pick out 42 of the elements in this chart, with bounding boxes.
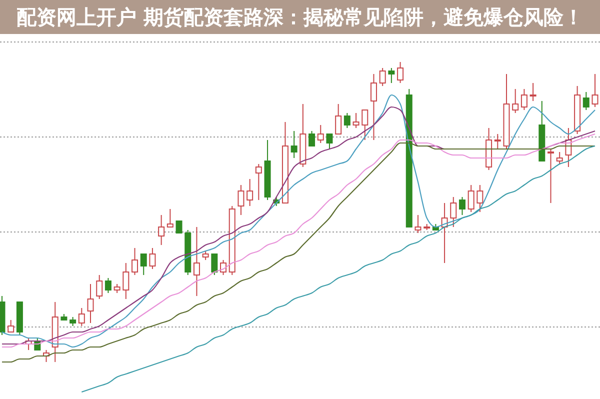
candlestick [308,130,316,146]
candlestick [362,110,368,140]
candlestick [450,196,457,228]
candlestick [379,68,386,86]
candlestick [520,88,528,110]
candlestick [211,254,218,276]
candlestick [468,184,474,212]
candlestick [158,214,165,246]
candlestick [122,262,130,300]
candlestick [140,254,147,276]
candlestick [149,248,156,270]
candlestick [290,130,298,158]
candlestick [78,308,85,326]
candlestick [397,62,404,84]
candlestick [388,68,395,84]
candlestick [193,226,200,296]
chart-title: 配资网上开户 期货配资套路深：揭秘常见陷阱，避免爆仓风险！ [16,5,584,29]
candlestick [414,214,422,234]
candlestick [166,208,174,228]
candlestick [476,184,484,212]
candlestick [255,164,262,200]
candlestick [530,82,536,102]
candlestick [335,104,342,134]
candlestick [352,112,360,128]
candlestick [104,278,112,294]
candlestick [238,184,244,216]
candlestick [547,148,554,204]
candlestick [246,178,254,206]
candlestick [317,124,324,144]
candlestick [176,220,182,234]
candlestick [344,112,350,128]
candlestick [8,320,14,332]
candlestick [370,74,377,140]
candlestick [458,196,466,216]
candlestick [582,92,590,110]
candlestick [556,152,563,164]
candlestick [494,134,501,150]
candlestick [132,248,138,276]
candlestick [87,284,94,324]
candlestick [96,274,103,300]
candlestick [512,88,519,114]
candlestick [326,134,333,150]
